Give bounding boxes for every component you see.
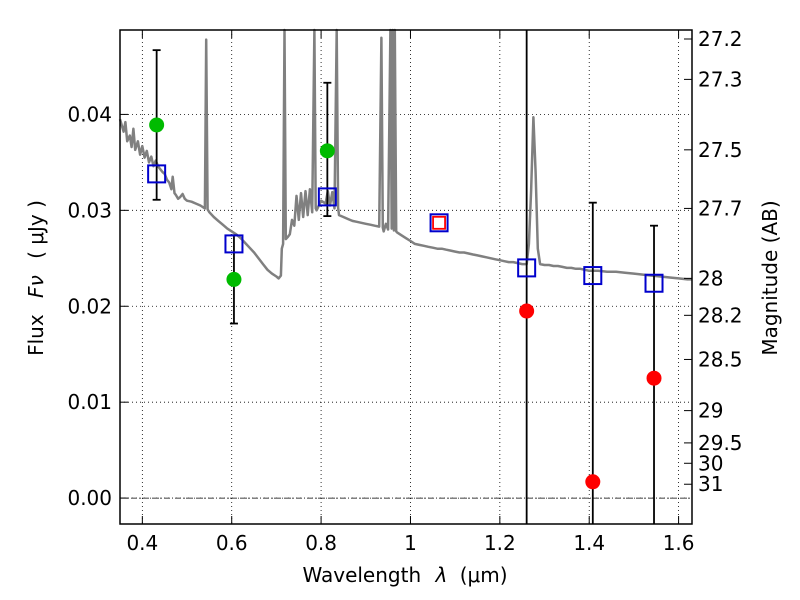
x-tick-label: 1.2 (484, 531, 516, 555)
x-axis-ticks: 0.4 0.6 0.8 1 1.2 1.4 1.6 (126, 30, 695, 555)
red-square-marker (432, 215, 446, 230)
x-axis-label-symbol: λ (435, 563, 448, 587)
upper-limit-point (519, 303, 535, 319)
x-tick-label: 1 (404, 531, 417, 555)
y2-axis-label: Magnitude (AB) (758, 200, 782, 355)
detection-point (149, 117, 165, 133)
y2-tick-label: 27.2 (698, 27, 743, 51)
y2-tick-label: 27.5 (698, 138, 743, 162)
x-axis-label-text: Wavelength (302, 563, 421, 587)
model-spectrum (118, 28, 692, 281)
y2-tick-label: 28 (698, 266, 723, 290)
y2-tick-label: 27.7 (698, 196, 743, 220)
detection-point (226, 271, 242, 287)
y-axis-label: Flux Fν ( μJy ) (24, 200, 48, 356)
x-tick-label: 0.8 (305, 531, 337, 555)
x-axis-label: Wavelength λ (μm) (302, 563, 507, 587)
detection-point (319, 143, 335, 159)
y-tick-label: 0.04 (67, 102, 112, 126)
y-axis-label-unit: ( μJy ) (24, 200, 48, 259)
y-axis-ticks: 0.00 0.01 0.02 0.03 0.04 (67, 102, 128, 510)
y-tick-label: 0.01 (67, 390, 112, 414)
model-square (517, 258, 537, 278)
y2-tick-label: 29.5 (698, 431, 743, 455)
model-square (317, 187, 337, 207)
spectrum-line (118, 28, 692, 281)
x-tick-label: 1.4 (573, 531, 605, 555)
y-tick-label: 0.02 (67, 294, 112, 318)
model-square (583, 266, 603, 286)
y2-tick-label: 29 (698, 399, 723, 423)
model-photometry (147, 164, 664, 293)
y2-tick-label: 27.3 (698, 67, 743, 91)
model-square (224, 234, 244, 254)
y-tick-label: 0.00 (67, 486, 112, 510)
model-square (147, 164, 167, 184)
upper-limit-point (646, 370, 662, 386)
observed-points (149, 117, 662, 490)
plot-frame (119, 29, 693, 525)
y-axis-label-symbol: Fν (24, 275, 48, 298)
upper-limit-point (585, 474, 601, 490)
y-tick-label: 0.03 (67, 198, 112, 222)
y2-tick-label: 31 (698, 472, 723, 496)
y-axis-label-text: Flux (24, 314, 48, 356)
y2-tick-label: 28.2 (698, 303, 743, 327)
x-tick-label: 0.6 (216, 531, 248, 555)
x-axis-label-unit: (μm) (460, 563, 508, 587)
model-square (644, 273, 664, 293)
y2-tick-label: 28.5 (698, 347, 743, 371)
model-square (429, 213, 449, 233)
y2-tick-label: 30 (698, 451, 723, 475)
x-tick-label: 1.6 (663, 531, 695, 555)
x-tick-label: 0.4 (126, 531, 158, 555)
